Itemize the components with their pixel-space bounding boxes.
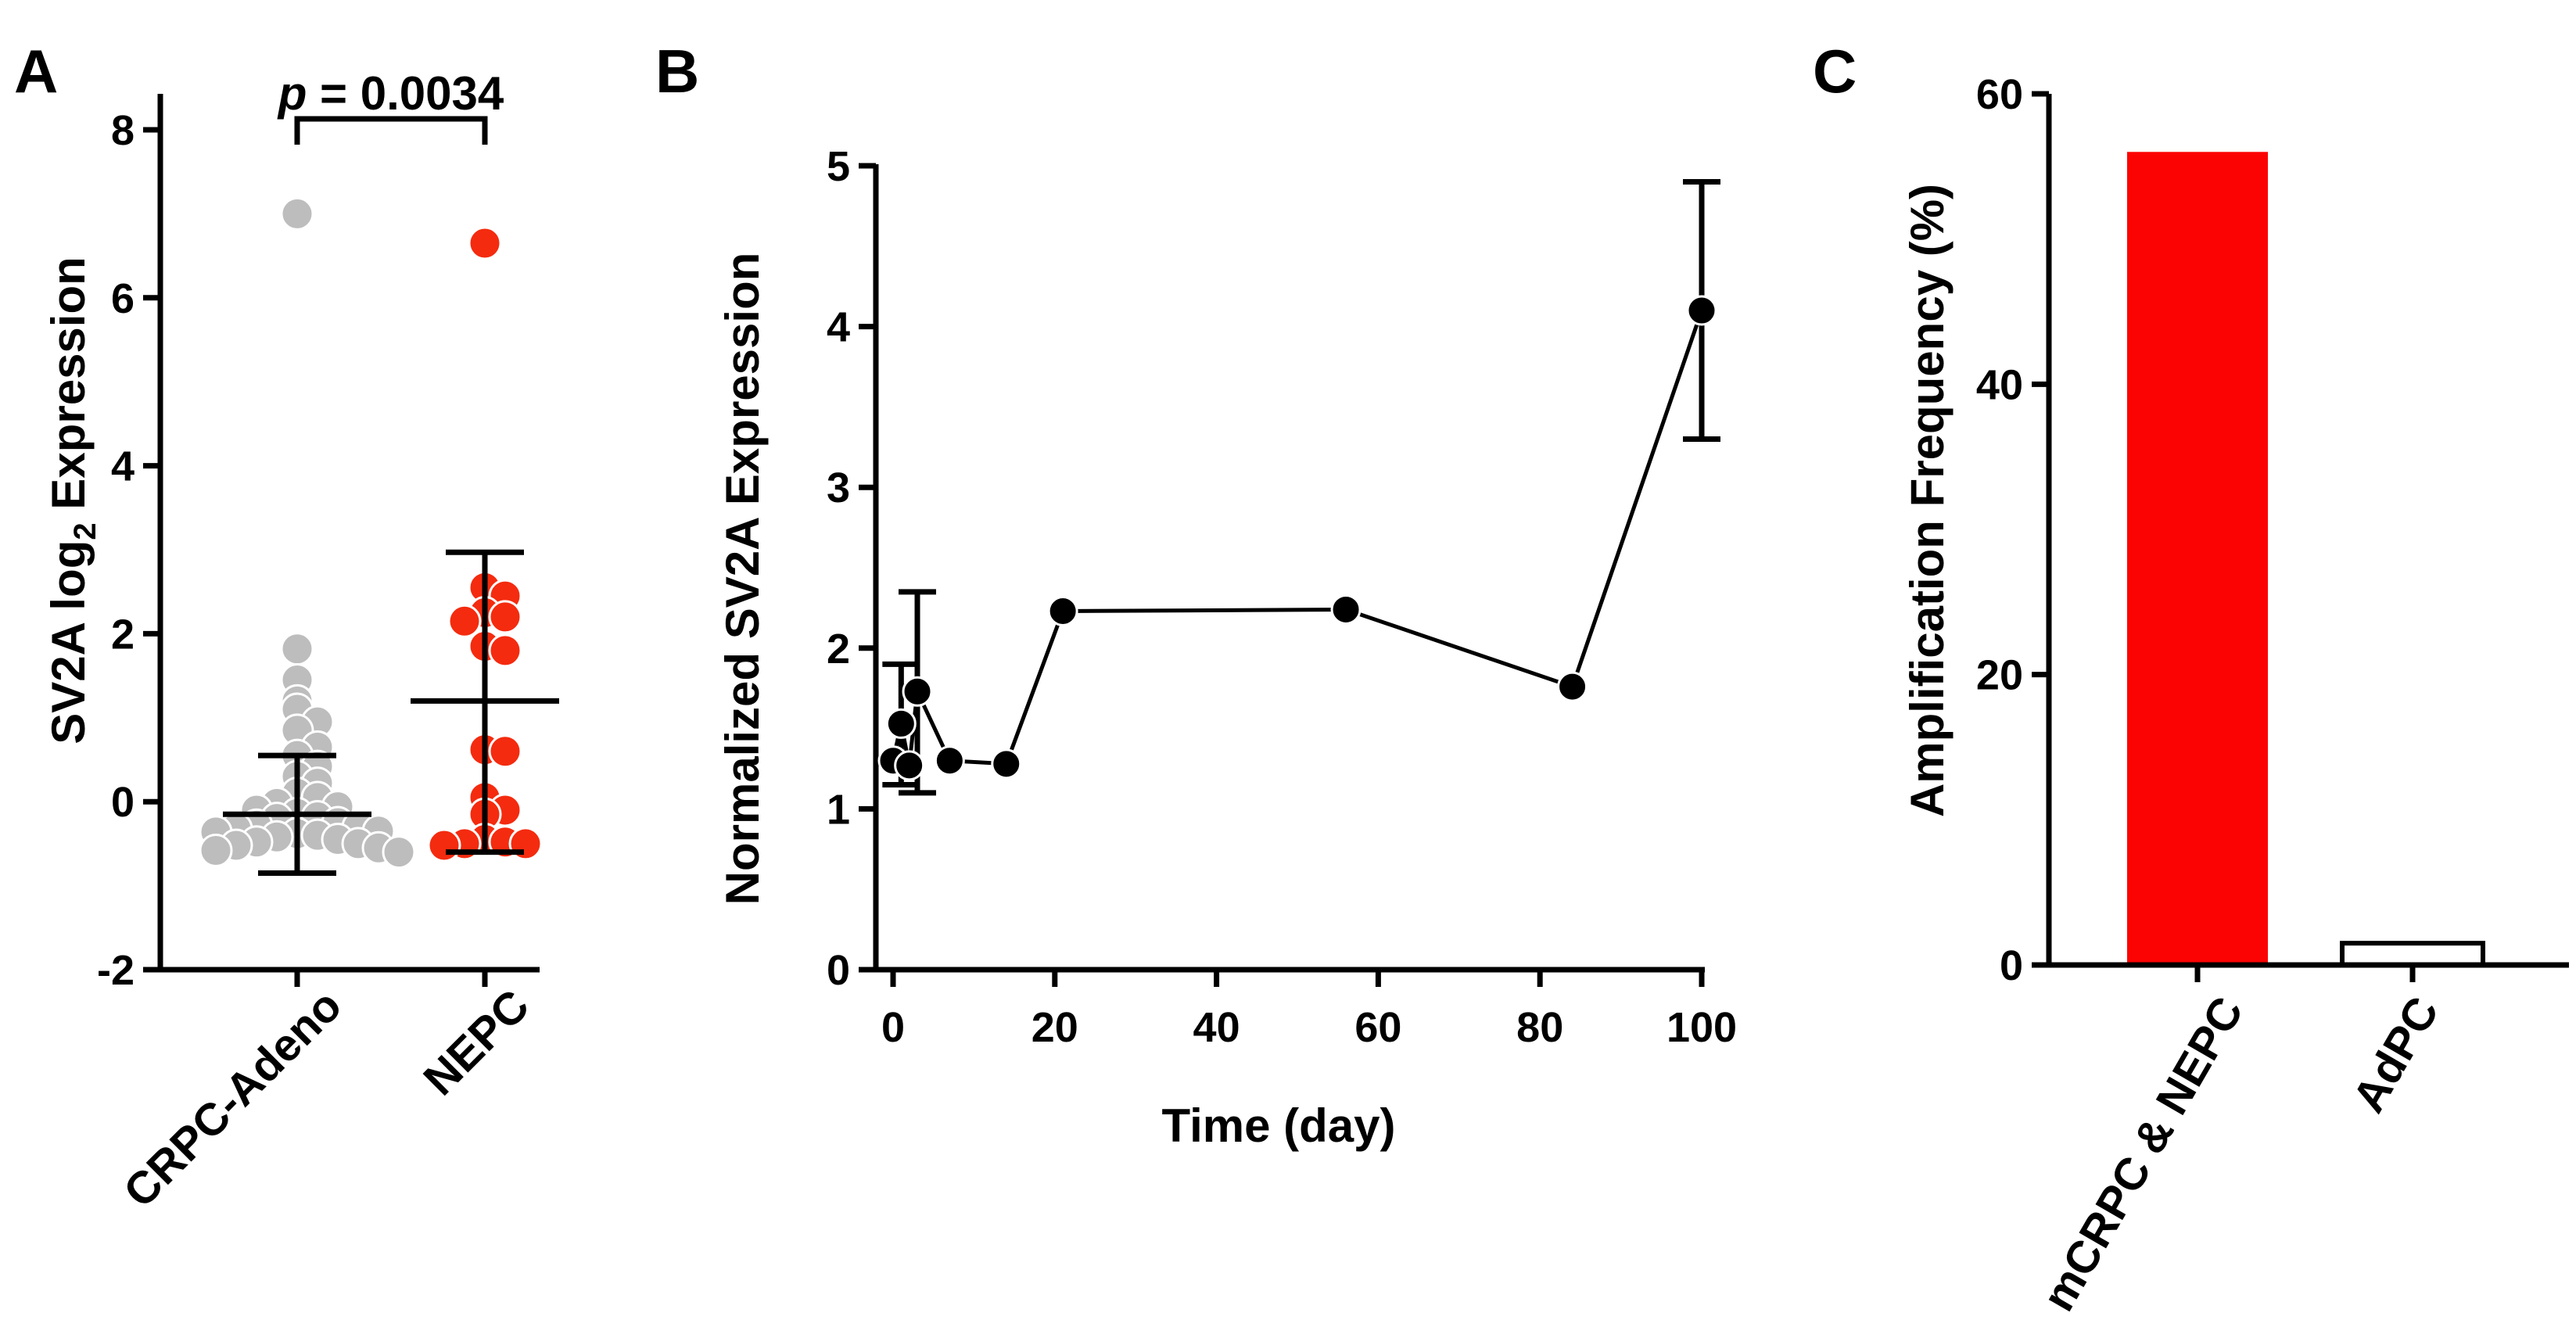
panel-b-point-3 bbox=[902, 676, 933, 707]
panel-c-y-tick-label: 40 bbox=[1976, 361, 2023, 408]
panel-c-category-1: mCRPC & NEPC bbox=[2032, 988, 2253, 1319]
panel-c-y-ticks: 0 20 40 60 bbox=[1976, 71, 2049, 989]
panel-a-y-tick-label: -2 bbox=[97, 947, 135, 994]
panel-a-point-0-35 bbox=[382, 835, 416, 870]
panel-a-y-ticks: 8 6 4 2 0 -2 bbox=[97, 107, 160, 994]
panel-b-point-8 bbox=[1557, 671, 1588, 702]
panel-c-y-axis-title-text: Amplification Frequency (%) bbox=[1901, 184, 1954, 817]
panel-b-y-ticks: 0 1 2 3 4 5 bbox=[827, 143, 876, 994]
panel-b-point-4 bbox=[934, 745, 965, 777]
panel-c-y-tick-label: 0 bbox=[2000, 942, 2023, 989]
panel-b-y-tick-label: 3 bbox=[827, 465, 850, 511]
panel-b-x-tick-label: 40 bbox=[1193, 1004, 1240, 1051]
panel-a-ylabel-sub: 2 bbox=[68, 522, 102, 540]
panel-a-p-text: = 0.0034 bbox=[307, 67, 504, 120]
panel-b-x-tick-label: 100 bbox=[1667, 1004, 1737, 1051]
panel-b-y-tick-label: 0 bbox=[827, 947, 850, 994]
panel-b-x-tick-label: 0 bbox=[881, 1004, 905, 1051]
panel-a-point-1-5 bbox=[447, 604, 482, 638]
panel-b-point-1 bbox=[885, 708, 917, 739]
panel-c-category-1-label: mCRPC & NEPC bbox=[2032, 988, 2253, 1319]
panel-b-x-tick-label: 80 bbox=[1516, 1004, 1563, 1051]
panel-a-y-tick-label: 8 bbox=[111, 107, 135, 154]
panel-a-y-axis-title: SV2A log2 Expression bbox=[42, 256, 102, 744]
panel-a-category-2: NEPC bbox=[414, 980, 539, 1105]
panel-b-point-2 bbox=[894, 750, 925, 781]
panel-b-y-tick-label: 1 bbox=[827, 786, 850, 833]
panel-a-ylabel-tail: Expression bbox=[42, 256, 95, 522]
panel-a-point-0-1 bbox=[280, 632, 314, 666]
panel-b-point-7 bbox=[1330, 594, 1362, 625]
panel-a-point-1-4 bbox=[488, 600, 522, 634]
panel-c-category-2: AdPC bbox=[2343, 988, 2449, 1121]
panel-b-y-axis-title: Normalized SV2A Expression bbox=[716, 253, 769, 906]
panel-b-y-axis-title-text: Normalized SV2A Expression bbox=[716, 253, 769, 906]
panel-a-category-1-label: CRPC-Adeno bbox=[114, 980, 351, 1217]
panel-a-y-tick-label: 0 bbox=[111, 779, 135, 826]
panel-c-bar-0 bbox=[2127, 152, 2268, 966]
panel-a-letter: A bbox=[14, 37, 58, 106]
panel-b-error-bars bbox=[882, 179, 1720, 796]
panel-c-letter: C bbox=[1813, 37, 1857, 106]
panel-c-bar-1 bbox=[2340, 941, 2485, 968]
panel-a-category-1: CRPC-Adeno bbox=[114, 980, 351, 1217]
panel-a-point-1-7 bbox=[488, 633, 522, 668]
panel-b-y-tick-label: 4 bbox=[827, 304, 850, 351]
panel-b-x-axis-title: Time (day) bbox=[1162, 1099, 1396, 1152]
panel-b-x-tick-label: 60 bbox=[1354, 1004, 1401, 1051]
panel-a-error-bars bbox=[223, 549, 559, 876]
panel-b-y-tick-label: 5 bbox=[827, 143, 850, 190]
panel-b-points bbox=[877, 295, 1717, 781]
panel-a-p-symbol: p bbox=[277, 67, 307, 120]
panel-b-series-line bbox=[891, 310, 1704, 766]
panel-b-y-tick-label: 2 bbox=[827, 626, 850, 673]
panel-a-y-axis-title-text: SV2A log2 Expression bbox=[42, 256, 102, 744]
panel-a-y-tick-label: 2 bbox=[111, 611, 135, 658]
panel-b-point-5 bbox=[991, 748, 1022, 780]
panel-b-point-6 bbox=[1047, 596, 1078, 627]
panel-c-category-2-label: AdPC bbox=[2343, 988, 2449, 1121]
panel-c-bars bbox=[2127, 152, 2485, 968]
panel-a-point-1-0 bbox=[468, 226, 502, 260]
panel-b-letter: B bbox=[655, 37, 699, 106]
panel-c-y-tick-label: 60 bbox=[1976, 71, 2023, 118]
panel-a-point-0-0 bbox=[280, 196, 314, 231]
panel-a-y-tick-label: 4 bbox=[111, 443, 135, 490]
panel-b-x-ticks: 0 20 40 60 80 100 bbox=[881, 970, 1737, 1051]
panel-a-y-tick-label: 6 bbox=[111, 275, 135, 322]
panel-b-point-9 bbox=[1686, 295, 1717, 326]
panel-a-point-1-9 bbox=[488, 734, 522, 769]
panel-a-category-2-label: NEPC bbox=[414, 980, 539, 1105]
panel-c-y-tick-label: 20 bbox=[1976, 652, 2023, 699]
panel-a-point-0-34 bbox=[199, 833, 233, 867]
panel-c-y-axis-title: Amplification Frequency (%) bbox=[1901, 184, 1954, 817]
panel-b: B Normalized SV2A Expression 0 1 2 3 4 5 0 20 4… bbox=[655, 37, 1737, 1152]
panel-a-significance-bracket bbox=[294, 116, 488, 145]
panel-a-ylabel-main: SV2A log bbox=[42, 540, 95, 744]
panel-c: C Amplification Frequency (%) 0 20 40 60 mC… bbox=[1813, 37, 2569, 1319]
panel-b-x-tick-label: 20 bbox=[1031, 1004, 1078, 1051]
panel-a-points bbox=[199, 196, 543, 870]
panel-a-p-value: p = 0.0034 bbox=[277, 67, 504, 120]
panel-a-point-1-17 bbox=[427, 828, 461, 863]
